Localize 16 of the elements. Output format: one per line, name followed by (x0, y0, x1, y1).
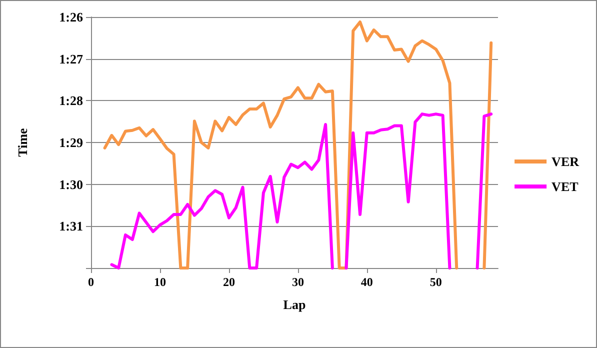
y-tick-label: 1:31 (59, 218, 83, 234)
x-tick-label: 40 (360, 275, 373, 289)
x-tick-label: 0 (88, 275, 94, 289)
x-tick-label: 50 (430, 275, 442, 289)
legend-label: VET (552, 179, 579, 194)
legend-label: VER (552, 154, 580, 169)
y-axis-title: Time (15, 128, 30, 157)
y-tick-label: 1:30 (59, 176, 83, 192)
y-tick-label: 1:27 (59, 51, 84, 66)
x-tick-label: 20 (222, 275, 235, 289)
y-tick-label: 1:26 (59, 10, 84, 24)
x-tick-label: 10 (154, 275, 166, 289)
y-tick-label: 1:28 (59, 93, 84, 108)
y-tick-label: 1:29 (59, 135, 84, 150)
x-tick-label: 30 (292, 275, 304, 289)
x-axis-title: Lap (283, 297, 306, 312)
